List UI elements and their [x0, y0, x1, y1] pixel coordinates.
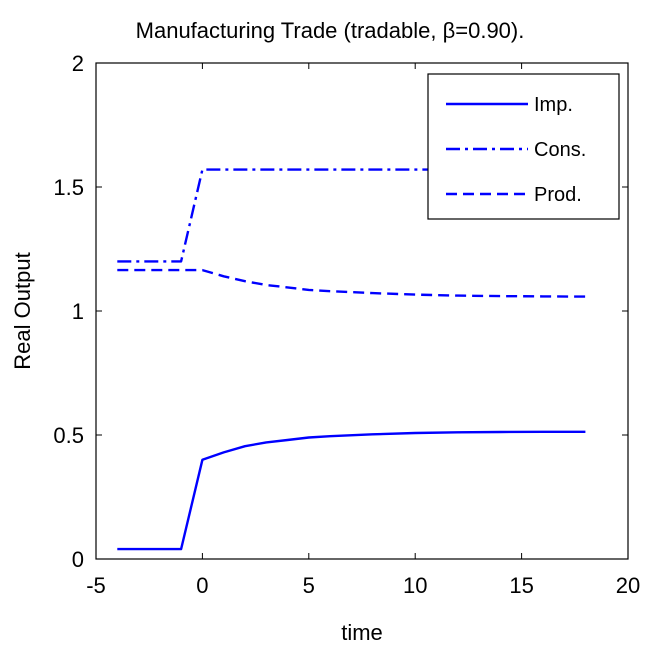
x-tick-label: -5	[86, 573, 106, 598]
x-axis-label: time	[341, 620, 383, 645]
x-tick-label: 15	[509, 573, 533, 598]
legend-label: Cons.	[534, 139, 586, 161]
chart-title: Manufacturing Trade (tradable, β=0.90).	[136, 18, 525, 43]
y-tick-label: 1	[72, 299, 84, 324]
x-tick-label: 20	[616, 573, 640, 598]
series-layer	[117, 168, 586, 551]
series-line-imp	[117, 430, 586, 551]
x-tick-label: 0	[196, 573, 208, 598]
legend-label: Imp.	[534, 94, 573, 116]
y-axis: 0 0.5 1 1.5 2	[53, 51, 628, 572]
legend-label: Prod.	[534, 184, 582, 206]
y-tick-label: 1.5	[53, 175, 84, 200]
series-line-cons	[117, 168, 586, 263]
y-axis-label: Real Output	[10, 252, 35, 369]
x-tick-label: 10	[403, 573, 427, 598]
series-line-prod	[117, 268, 586, 298]
y-tick-label: 2	[72, 51, 84, 76]
legend-items: Imp. Cons. Prod.	[446, 94, 586, 206]
legend: Imp. Cons. Prod.	[427, 73, 620, 220]
y-tick-label: 0.5	[53, 423, 84, 448]
x-tick-label: 5	[303, 573, 315, 598]
y-tick-label: 0	[72, 547, 84, 572]
legend-box	[427, 73, 620, 220]
x-axis: -5 0 5 10 15 20	[86, 63, 640, 598]
